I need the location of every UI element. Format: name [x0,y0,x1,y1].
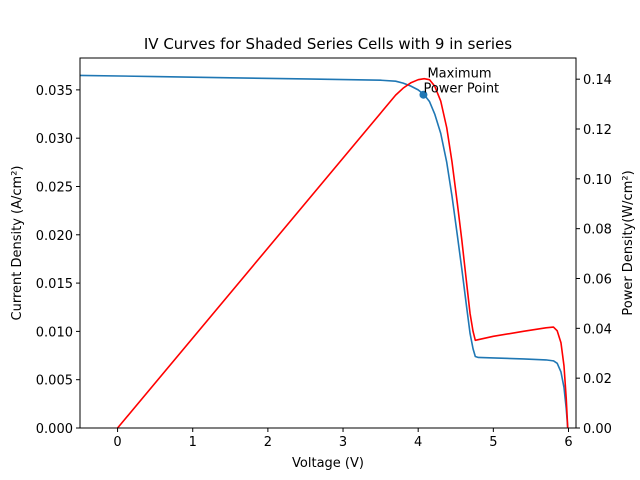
y-right-tick-label: 0.06 [583,273,612,288]
annotation-line-1: Maximum [427,67,491,82]
y-left-tick-label: 0.035 [36,84,73,99]
x-tick-label: 6 [564,435,572,450]
y-left-tick-label: 0.000 [36,422,73,437]
y-left-tick-label: 0.030 [36,132,73,147]
x-tick-label: 3 [339,435,347,450]
x-tick-label: 4 [414,435,422,450]
x-tick-label: 2 [264,435,272,450]
y-right-tick-label: 0.14 [583,73,612,88]
y-axis-left-label: Current Density (A/cm²) [10,166,25,321]
y-right-tick-label: 0.02 [583,372,612,387]
y-axis-left: 0.000 0.005 0.010 0.015 0.020 0.025 0.030 0.035 [36,84,80,437]
x-tick-label: 0 [113,435,121,450]
y-left-tick-label: 0.020 [36,229,73,244]
plot-frame [79,57,577,429]
y-right-tick-label: 0.10 [583,173,612,188]
y-right-tick-label: 0.00 [583,422,612,437]
y-right-tick-label: 0.04 [583,322,612,337]
y-left-tick-label: 0.010 [36,325,73,340]
y-right-tick-label: 0.08 [583,223,612,238]
current-density-line [79,74,569,429]
max-power-point-marker [419,90,428,99]
y-left-tick-label: 0.025 [36,180,73,195]
plot-area [79,74,569,429]
y-axis-right-label: Power Density(W/cm²) [621,170,636,315]
y-right-tick-label: 0.12 [583,123,612,138]
annotation-line-2: Power Point [423,82,499,97]
y-axis-right: 0.00 0.02 0.04 0.06 0.08 0.10 0.12 0.14 [576,73,612,437]
y-left-tick-label: 0.005 [36,374,73,389]
power-density-line [116,77,569,429]
max-power-point-annotation: Maximum Power Point [423,67,499,97]
x-axis: 0 1 2 3 4 5 6 [113,428,573,450]
y-left-tick-label: 0.015 [36,277,73,292]
chart-title: IV Curves for Shaded Series Cells with 9… [144,35,512,53]
x-axis-label: Voltage (V) [292,456,364,471]
x-tick-label: 1 [189,435,197,450]
x-tick-label: 5 [489,435,497,450]
